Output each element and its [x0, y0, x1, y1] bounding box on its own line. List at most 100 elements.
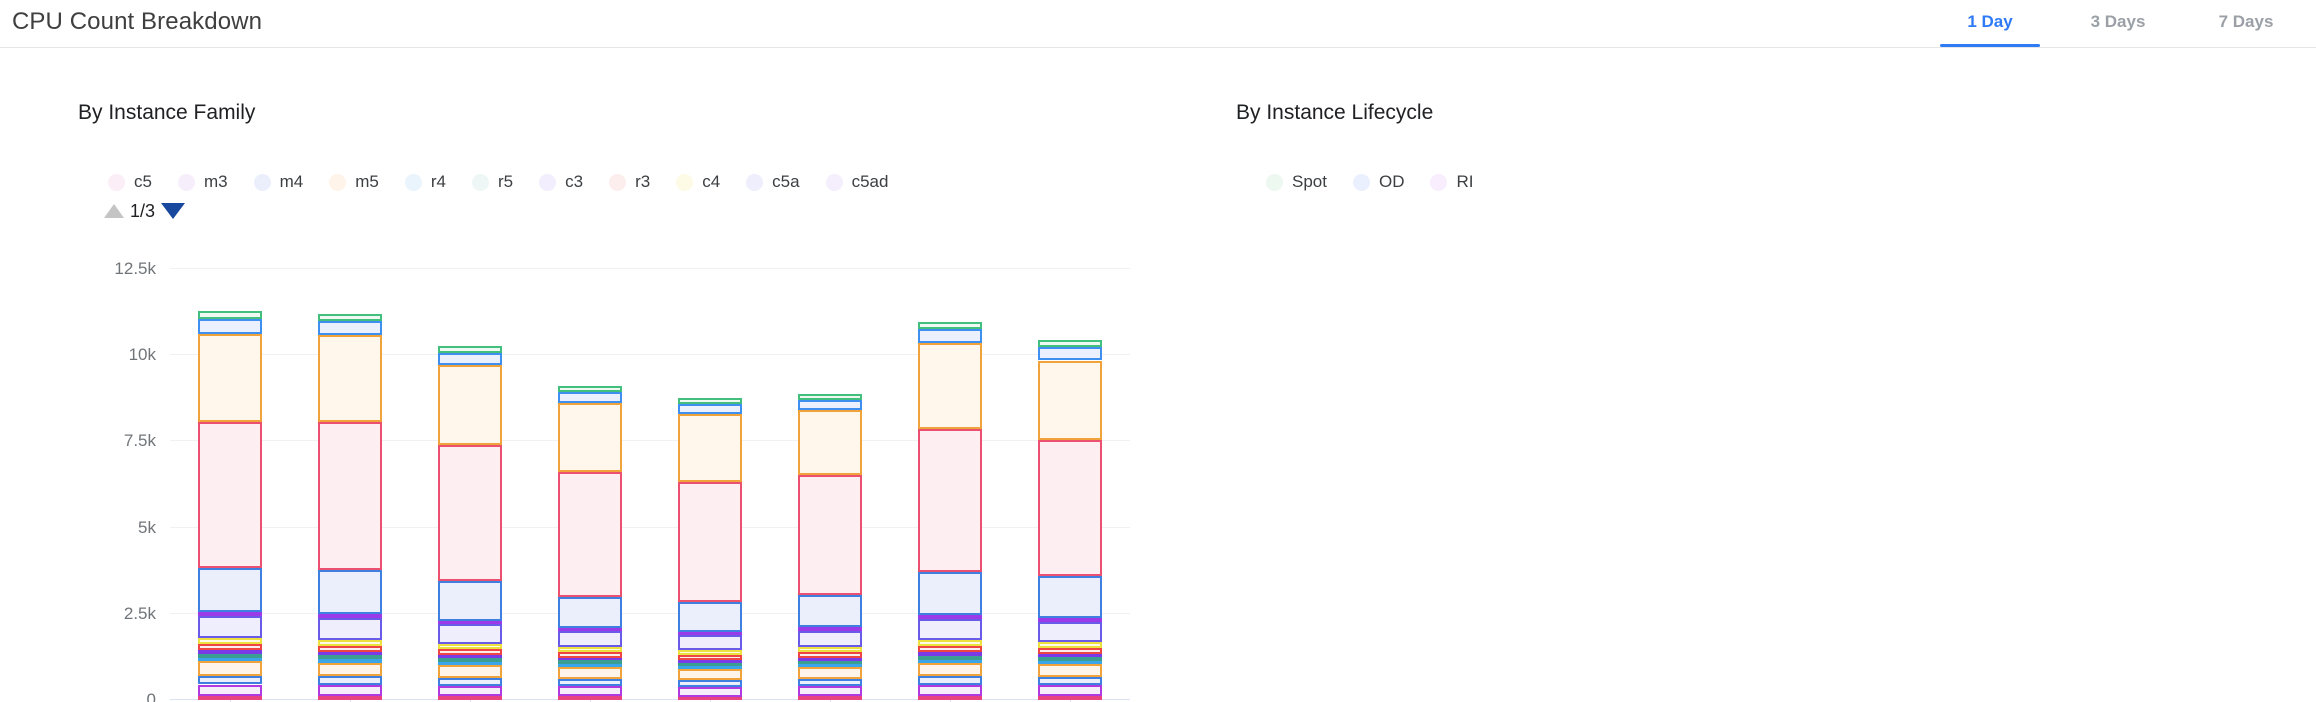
- legend-item-c5[interactable]: c5: [108, 170, 152, 194]
- bar-segment-c5[interactable]: [678, 696, 742, 700]
- bar-segment-i3[interactable]: [558, 596, 622, 628]
- bar-segment-c4[interactable]: [318, 639, 382, 646]
- bar-segment-c5a[interactable]: [318, 617, 382, 640]
- bar-segment-c3[interactable]: [198, 649, 262, 654]
- bar-segment-g4[interactable]: [318, 313, 382, 321]
- bar-segment-r4[interactable]: [438, 661, 502, 666]
- bar-segment-r5[interactable]: [318, 655, 382, 660]
- tab-3-days[interactable]: 3 Days: [2090, 12, 2146, 31]
- bar-segment-m5[interactable]: [438, 665, 502, 678]
- legend-item-r4[interactable]: r4: [404, 170, 446, 194]
- bar-segment-c5ad[interactable]: [798, 626, 862, 631]
- bar-segment-c5[interactable]: [438, 696, 502, 700]
- chart-instance-family[interactable]: 02.5k5k7.5k10k12.5k16:0019:0022:0001:000…: [114, 259, 1130, 702]
- bar-segment-c3[interactable]: [1038, 653, 1102, 658]
- bar-segment-x1[interactable]: [438, 365, 502, 446]
- bar-segment-r4[interactable]: [318, 658, 382, 663]
- bar-segment-r5[interactable]: [438, 658, 502, 663]
- bar-segment-c4[interactable]: [918, 640, 982, 646]
- triangle-up-icon[interactable]: [104, 204, 124, 218]
- legend-item-od[interactable]: OD: [1352, 170, 1404, 194]
- legend-item-r3[interactable]: r3: [609, 170, 650, 194]
- bar-segment-c5a[interactable]: [1038, 621, 1102, 643]
- bar-segment-m4[interactable]: [1038, 677, 1102, 686]
- bar-segment-r3[interactable]: [678, 654, 742, 660]
- legend-item-c5a[interactable]: c5a: [746, 170, 800, 194]
- bar-segment-i3[interactable]: [1038, 575, 1102, 618]
- bar-segment-p3[interactable]: [798, 399, 862, 411]
- bar-segment-r5[interactable]: [198, 653, 262, 659]
- bar-segment-g4[interactable]: [1038, 340, 1102, 348]
- bar-segment-g4[interactable]: [438, 346, 502, 353]
- bar-segment-m4[interactable]: [918, 676, 982, 685]
- bar-segment-p3[interactable]: [918, 329, 982, 344]
- bar-segment-g4[interactable]: [918, 321, 982, 330]
- bar-segment-c4[interactable]: [678, 649, 742, 655]
- bar-segment-r3[interactable]: [558, 651, 622, 658]
- bar-segment-c5ad[interactable]: [318, 613, 382, 618]
- bar-segment-m5[interactable]: [558, 666, 622, 679]
- bar-segment-m5[interactable]: [1038, 664, 1102, 678]
- bar-segment-x1[interactable]: [678, 413, 742, 482]
- bar-segment-x1[interactable]: [798, 410, 862, 476]
- bar-segment-c3[interactable]: [318, 651, 382, 656]
- bar-segment-r3[interactable]: [918, 645, 982, 653]
- bar-segment-m5[interactable]: [798, 667, 862, 680]
- bar-segment-i3en[interactable]: [318, 422, 382, 571]
- bar-segment-i3[interactable]: [318, 570, 382, 614]
- tab-1-day[interactable]: 1 Day: [1926, 0, 2054, 47]
- bar-segment-i3[interactable]: [678, 602, 742, 632]
- bar-segment-i3en[interactable]: [798, 475, 862, 596]
- bar-segment-c5ad[interactable]: [438, 620, 502, 625]
- bar-segment-p3[interactable]: [198, 319, 262, 334]
- bar-segment-r4[interactable]: [1038, 660, 1102, 665]
- bar-segment-c5[interactable]: [1038, 696, 1102, 700]
- bar-segment-c5[interactable]: [318, 696, 382, 700]
- bar-segment-c5a[interactable]: [558, 631, 622, 647]
- bar-segment-r3[interactable]: [1038, 647, 1102, 654]
- legend-item-m4[interactable]: m4: [253, 170, 303, 194]
- bar-segment-i3[interactable]: [798, 595, 862, 628]
- legend-item-m3[interactable]: m3: [177, 170, 228, 194]
- legend-item-c5ad[interactable]: c5ad: [825, 170, 888, 194]
- bar-segment-c3[interactable]: [438, 654, 502, 659]
- bar-segment-r5[interactable]: [558, 660, 622, 665]
- triangle-down-icon[interactable]: [161, 203, 186, 219]
- legend-item-ri[interactable]: RI: [1430, 170, 1473, 194]
- bar-segment-m3[interactable]: [558, 686, 622, 697]
- bar-segment-i3[interactable]: [438, 581, 502, 621]
- bar-segment-g4[interactable]: [558, 386, 622, 393]
- bar-segment-c4[interactable]: [198, 637, 262, 644]
- bar-segment-c3[interactable]: [918, 651, 982, 656]
- bar-segment-g4[interactable]: [198, 311, 262, 320]
- bar-segment-m4[interactable]: [438, 677, 502, 686]
- bar-segment-p3[interactable]: [318, 320, 382, 335]
- bar-segment-m4[interactable]: [678, 680, 742, 688]
- legend-item-spot[interactable]: Spot: [1266, 170, 1327, 194]
- bar-segment-i3en[interactable]: [1038, 440, 1102, 576]
- bar-segment-m5[interactable]: [318, 662, 382, 677]
- bar-segment-m3[interactable]: [198, 684, 262, 696]
- bar-segment-p3[interactable]: [558, 392, 622, 404]
- bar-segment-r3[interactable]: [198, 643, 262, 651]
- bar-segment-r5[interactable]: [798, 660, 862, 665]
- bar-segment-c5[interactable]: [198, 695, 262, 700]
- bar-segment-r3[interactable]: [318, 645, 382, 652]
- bar-segment-m3[interactable]: [918, 684, 982, 696]
- bar-segment-c5a[interactable]: [198, 615, 262, 638]
- bar-segment-p3[interactable]: [678, 403, 742, 414]
- bar-segment-r3[interactable]: [438, 649, 502, 656]
- bar-segment-m5[interactable]: [678, 668, 742, 681]
- bar-segment-r5[interactable]: [678, 662, 742, 667]
- bar-segment-c5ad[interactable]: [558, 627, 622, 632]
- bar-segment-c4[interactable]: [438, 643, 502, 650]
- bar-segment-c5[interactable]: [558, 696, 622, 700]
- legend-item-c3[interactable]: c3: [539, 170, 583, 194]
- tab-7-days[interactable]: 7 Days: [2218, 12, 2274, 31]
- bar-segment-x1[interactable]: [318, 334, 382, 423]
- bar-segment-c5a[interactable]: [798, 630, 862, 648]
- bar-segment-c4[interactable]: [798, 647, 862, 653]
- bar-segment-i3[interactable]: [198, 567, 262, 612]
- bar-segment-x1[interactable]: [558, 403, 622, 472]
- bar-segment-r3[interactable]: [798, 652, 862, 658]
